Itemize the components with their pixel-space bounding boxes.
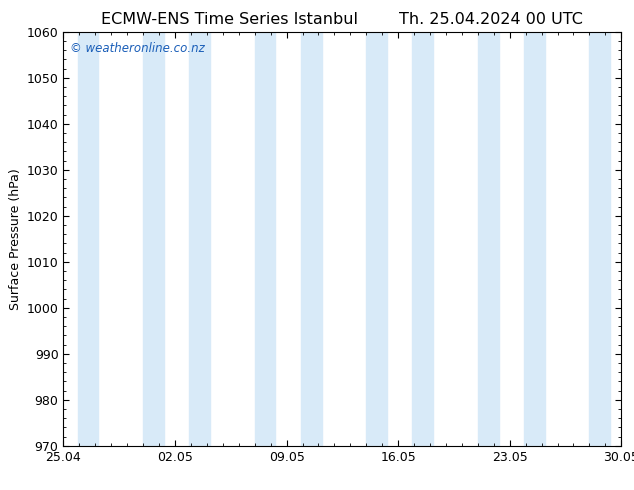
Y-axis label: Surface Pressure (hPa): Surface Pressure (hPa) xyxy=(10,168,22,310)
Bar xyxy=(478,32,498,446)
Title: ECMW-ENS Time Series Istanbul        Th. 25.04.2024 00 UTC: ECMW-ENS Time Series Istanbul Th. 25.04.… xyxy=(101,12,583,26)
Bar xyxy=(366,32,387,446)
Bar xyxy=(190,32,210,446)
Bar xyxy=(590,32,610,446)
Text: © weatheronline.co.nz: © weatheronline.co.nz xyxy=(70,42,205,55)
Bar xyxy=(413,32,433,446)
Bar xyxy=(524,32,545,446)
Bar xyxy=(78,32,98,446)
Bar xyxy=(255,32,275,446)
Bar xyxy=(301,32,321,446)
Bar xyxy=(143,32,164,446)
